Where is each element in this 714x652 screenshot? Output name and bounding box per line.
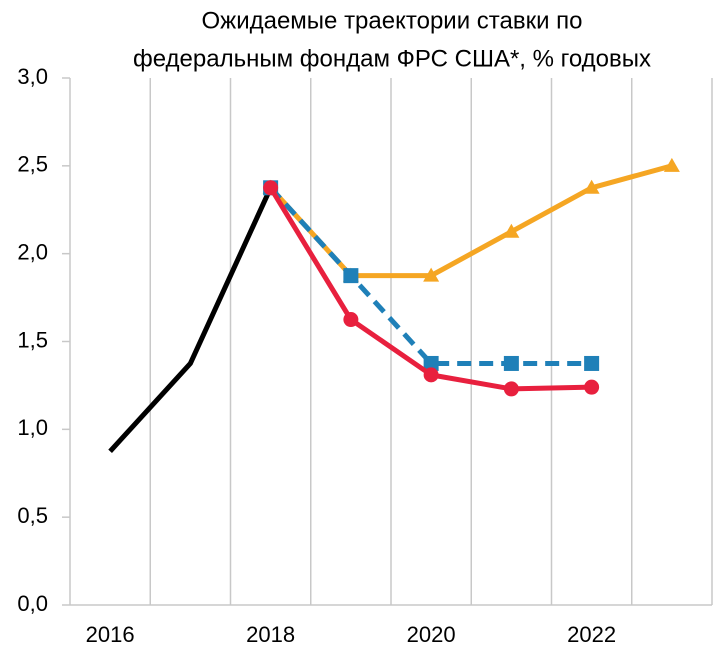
point: [423, 355, 439, 371]
point: [503, 223, 520, 238]
chart-title: федеральным фондам ФРС США*, % годовых: [133, 45, 651, 72]
point: [263, 180, 279, 196]
y-tick-label: 0,0: [17, 591, 48, 616]
point: [583, 179, 600, 194]
point: [343, 268, 359, 284]
chart-title: Ожидаемые траектории ставки по: [201, 7, 582, 34]
point: [343, 312, 359, 328]
x-tick-label: 2016: [86, 622, 135, 647]
y-tick-label: 2,0: [17, 239, 48, 264]
point: [423, 267, 440, 282]
point: [584, 379, 600, 395]
y-tick-label: 2,5: [17, 152, 48, 177]
x-tick-label: 2018: [246, 622, 295, 647]
point: [584, 355, 600, 371]
y-tick-label: 1,0: [17, 415, 48, 440]
point: [503, 381, 519, 397]
x-tick-label: 2022: [567, 622, 616, 647]
point: [663, 157, 680, 172]
series-line: [108, 186, 273, 453]
series-line: [268, 186, 592, 366]
point: [423, 367, 439, 383]
x-tick-label: 2020: [407, 622, 456, 647]
y-tick-label: 3,0: [17, 64, 48, 89]
point: [503, 355, 519, 371]
y-tick-label: 1,5: [17, 327, 48, 352]
y-tick-label: 0,5: [17, 503, 48, 528]
